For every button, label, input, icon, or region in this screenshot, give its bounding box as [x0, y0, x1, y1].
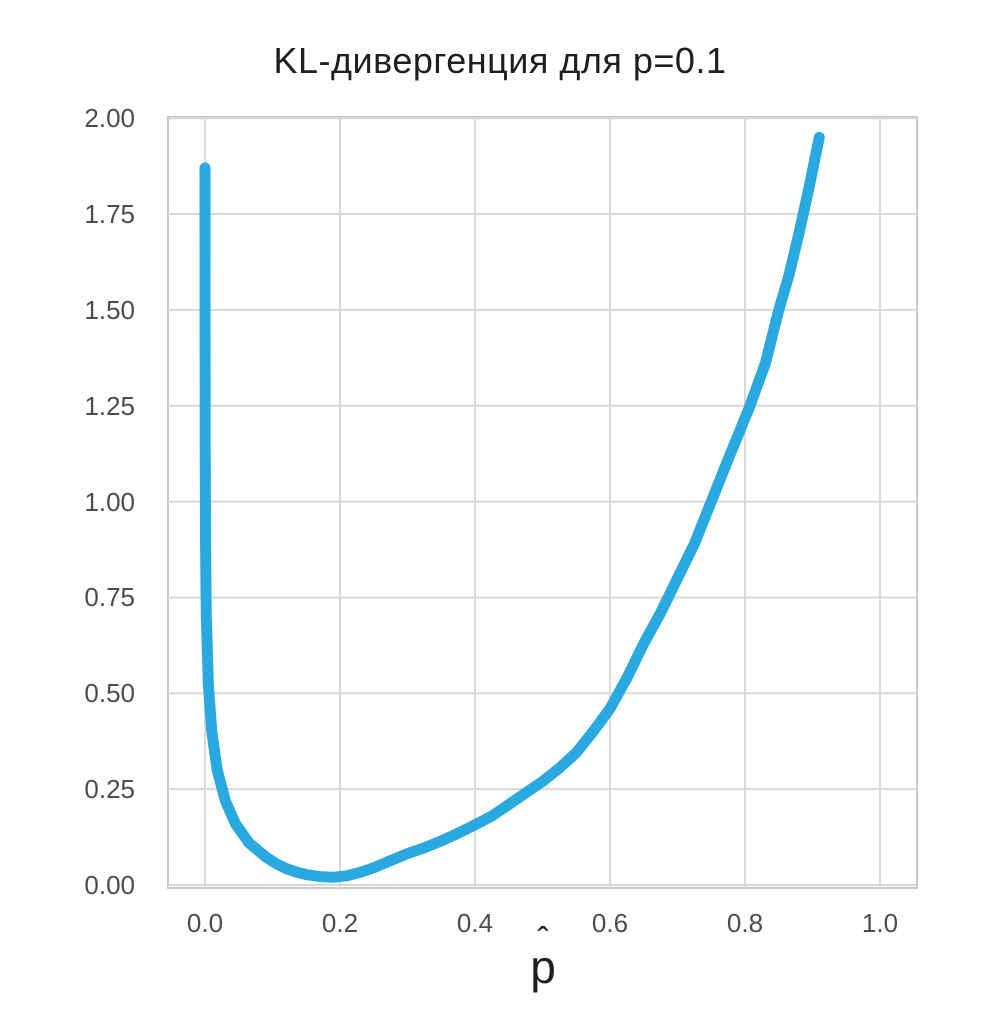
x-tick-label: 1.0 — [861, 908, 899, 938]
x-tick-label: 0.6 — [591, 908, 629, 938]
y-tick-label: 0.00 — [84, 870, 135, 900]
y-tick-label: 1.25 — [84, 390, 135, 421]
kl-divergence-curve — [199, 131, 825, 883]
y-tick-label: 2.00 — [84, 103, 135, 134]
y-tick-label: 0.50 — [84, 678, 135, 709]
y-tick-label: 0.25 — [84, 774, 135, 805]
y-tick-label: 0.75 — [84, 582, 135, 613]
x-axis-title-letter: p — [530, 941, 556, 993]
x-tick-label: 0.4 — [456, 908, 494, 938]
y-tick-label: 1.75 — [84, 199, 135, 230]
y-tick-label: 1.00 — [84, 486, 135, 517]
chart-title: KL-дивергенция для p=0.1 — [273, 40, 727, 81]
y-tick-label: 1.50 — [84, 294, 135, 325]
x-axis-title: ˆ p — [492, 921, 594, 993]
x-axis-title-hat: ˆ — [537, 921, 549, 959]
x-tick-label: 0.2 — [321, 908, 359, 938]
x-tick-label: 0.0 — [186, 908, 224, 938]
x-tick-label: 0.8 — [726, 908, 764, 938]
